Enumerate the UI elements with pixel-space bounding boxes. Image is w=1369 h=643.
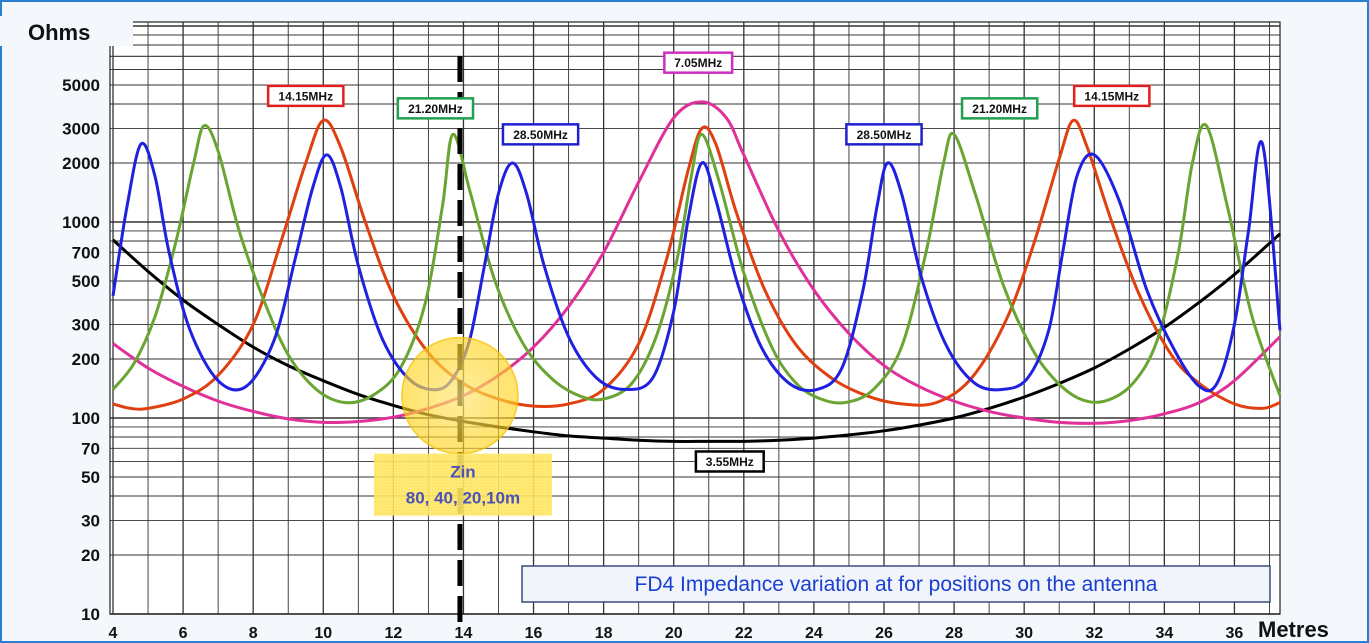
x-tick-label: 12 [384,625,402,642]
y-tick-label: 2000 [62,154,100,173]
x-tick-label: 32 [1085,625,1103,642]
chart-title-box: FD4 Impedance variation at for positions… [521,565,1271,603]
x-tick-label: 8 [249,625,258,642]
y-tick-label: 300 [72,315,100,334]
x-tick-label: 36 [1226,625,1244,642]
grid [109,21,1281,615]
zin-circle [401,336,519,455]
x-axis-title: Metres [1258,617,1329,642]
axis-titles: Ohms Metres [0,16,1329,642]
frequency-label-box [663,51,734,74]
frequency-label-box [845,123,923,146]
series-line-21.20MHz [111,122,1282,405]
x-tick-label: 16 [525,625,543,642]
frequency-label: 28.50MHz [857,128,912,142]
y-tick-label: 50 [81,468,100,487]
x-tick-label: 14 [455,625,473,642]
y-tick-label: 100 [72,409,100,428]
y-tick-label: 20 [81,546,100,565]
y-tick-labels: 10 20 30 50 70 100 200 300 500 700 1000 2000 3000 500… [62,76,100,624]
y-axis-title: Ohms [28,20,90,45]
x-tick-label: 26 [875,625,893,642]
frequency-label-box [501,123,580,146]
frequency-label: 21.20MHz [972,102,1027,116]
series-line-3.55MHz [111,232,1281,443]
y-tick-label: 5000 [62,76,100,95]
x-tick-label: 24 [805,625,823,642]
chart-title: FD4 Impedance variation at for positions… [635,573,1158,596]
frequency-label-box [396,97,475,120]
y-tick-label: 1000 [62,213,100,232]
frequency-label: 14.15MHz [278,89,333,103]
frequency-label: 7.05MHz [674,56,722,70]
x-tick-label: 28 [945,625,963,642]
x-tick-label: 6 [179,625,188,642]
y-tick-label: 10 [81,605,100,624]
title-box [521,565,1271,603]
x-tick-label: 34 [1155,625,1173,642]
y-tick-label: 700 [72,243,100,262]
zin-annotation: Zin 80, 40, 20,10m [373,336,552,516]
x-tick-label: 20 [665,625,683,642]
frequency-label: 21.20MHz [408,102,463,116]
frequency-label-box [266,84,345,108]
series-line-14.15MHz [112,118,1281,411]
x-tick-label: 22 [735,625,753,642]
series-lines [111,56,1282,622]
series-line-7.05MHz [112,100,1282,425]
x-tick-label: 10 [314,625,332,642]
y-tick-label: 500 [72,272,100,291]
x-tick-label: 30 [1015,625,1033,642]
y-tick-label: 30 [81,511,100,530]
frequency-label-box [694,450,765,473]
zin-bands-label: 80, 40, 20,10m [406,489,520,508]
zin-label: Zin [450,463,476,482]
frequency-label-box [1072,84,1151,108]
frequency-label-box [960,97,1039,120]
y-tick-label: 3000 [62,119,100,138]
series-line-28.50MHz [111,140,1282,393]
frequency-label: 3.55MHz [706,455,754,469]
frequency-labels: 14.15MHz 21.20MHz 28.50MHz 7.05MHz 28.50MHz 2… [266,51,1151,473]
plot-area [110,22,1280,614]
x-tick-label: 18 [595,625,613,642]
frequency-label: 14.15MHz [1084,89,1139,103]
x-tick-labels: 4 6 8 10 12 14 16 18 20 22 24 26 28 30 32 34 36 [109,625,1244,642]
x-tick-label: 4 [109,625,118,642]
ylabel-bg [0,16,133,46]
y-tick-label: 200 [72,350,100,369]
zin-box [373,453,552,516]
y-tick-label: 70 [81,439,100,458]
frequency-label: 28.50MHz [513,128,568,142]
